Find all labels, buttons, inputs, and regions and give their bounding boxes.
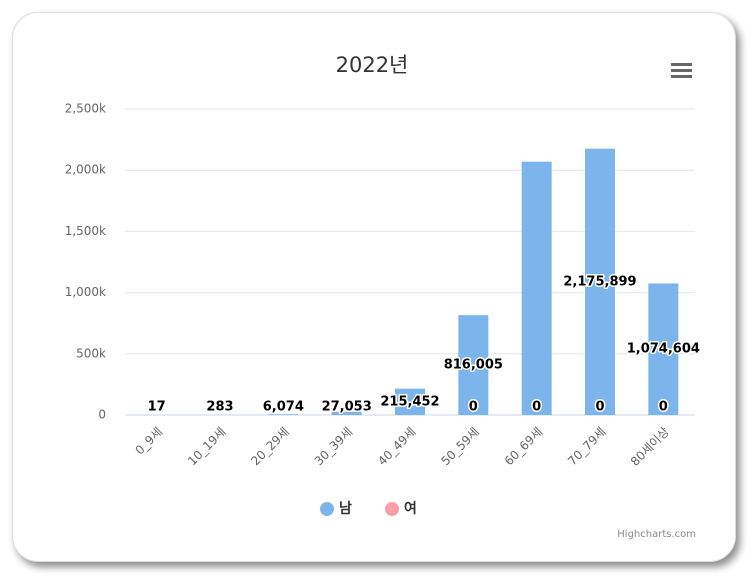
x-tick-label: 40_49세 <box>375 425 419 469</box>
y-tick-label: 1,500k <box>65 224 106 238</box>
data-label: 2,175,899 <box>563 274 636 289</box>
y-tick-label: 500k <box>76 346 106 360</box>
bar <box>458 315 489 415</box>
y-tick-label: 2,500k <box>65 102 106 116</box>
data-label: 27,053 <box>322 400 372 415</box>
menu-bar <box>671 69 692 72</box>
data-label: 215,452 <box>380 394 439 409</box>
bar <box>268 414 299 415</box>
menu-button[interactable] <box>671 63 692 78</box>
x-tick-label: 0_9세 <box>133 425 166 458</box>
x-tick-label: 20_29세 <box>248 425 292 469</box>
bar <box>395 388 425 415</box>
data-label: 0 <box>659 400 668 415</box>
legend-marker[interactable] <box>385 502 399 516</box>
bar <box>585 148 615 415</box>
x-tick-label: 50_59세 <box>438 425 482 469</box>
y-tick-label: 1,000k <box>65 285 106 299</box>
legend-marker[interactable] <box>320 502 334 516</box>
y-tick-label: 0 <box>98 408 106 422</box>
bar <box>331 411 362 415</box>
menu-bar <box>671 63 692 66</box>
x-tick-label: 30_39세 <box>312 425 356 469</box>
data-label: 17 <box>148 400 166 415</box>
x-tick-label: 10_19세 <box>185 425 229 469</box>
data-label: 0 <box>532 400 541 415</box>
data-label: 283 <box>206 400 233 415</box>
data-label: 816,005 <box>444 358 503 373</box>
x-tick-label: 70_79세 <box>565 425 609 469</box>
data-label: 6,074 <box>263 400 304 415</box>
chart-title: 2022년 <box>336 53 409 77</box>
data-label: 0 <box>469 400 478 415</box>
x-tick-label: 60_69세 <box>502 425 546 469</box>
legend-label[interactable]: 남 <box>339 500 352 517</box>
menu-bar <box>671 75 692 78</box>
x-tick-label: 80세이상 <box>628 425 672 469</box>
bar <box>648 283 679 415</box>
chart-card <box>12 12 736 562</box>
y-tick-label: 2,000k <box>65 163 106 177</box>
bar <box>521 161 552 415</box>
data-label: 1,074,604 <box>627 342 700 357</box>
data-label: 0 <box>595 400 604 415</box>
credits[interactable]: Highcharts.com <box>617 529 696 540</box>
legend-label[interactable]: 여 <box>404 500 417 517</box>
